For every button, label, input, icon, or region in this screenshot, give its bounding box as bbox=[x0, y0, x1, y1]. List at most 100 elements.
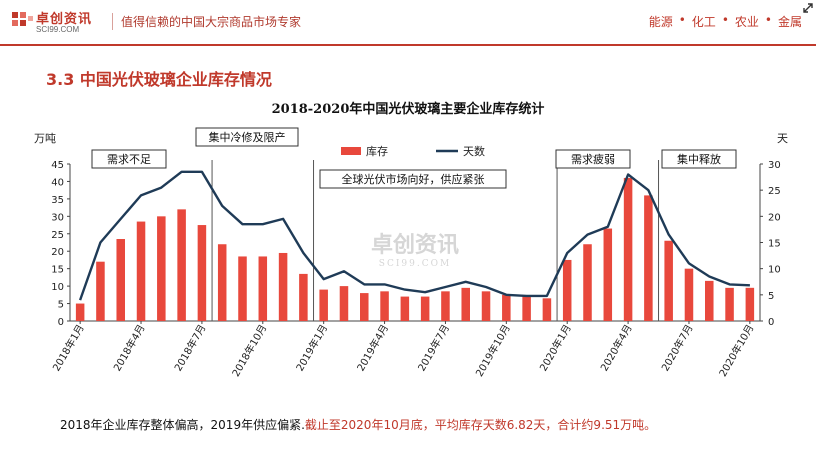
nav-item-metals[interactable]: 金属 bbox=[777, 15, 802, 29]
logo-mark-icon bbox=[12, 12, 33, 26]
y-left-tick-label: 10 bbox=[51, 282, 64, 293]
inventory-bar bbox=[583, 244, 592, 321]
inventory-bar bbox=[278, 252, 288, 321]
x-tick-label: 2018年7月 bbox=[171, 322, 208, 373]
y-left-tick-label: 20 bbox=[51, 247, 64, 258]
y-left-tick-label: 0 bbox=[58, 317, 64, 328]
x-tick-label: 2019年10月 bbox=[473, 322, 513, 379]
inventory-bar bbox=[217, 244, 227, 321]
inventory-bar bbox=[360, 293, 369, 321]
logo-text-en: SCI99.COM bbox=[36, 25, 80, 34]
annotation-box bbox=[319, 169, 507, 189]
footnote: 2018年企业库存整体偏高，2019年供应偏紧.截止至2020年10月底，平均库… bbox=[60, 416, 656, 433]
y-right-tick-label: 5 bbox=[768, 291, 774, 302]
annotation-label: 需求不足 bbox=[107, 153, 151, 166]
inventory-bar bbox=[461, 287, 470, 321]
inventory-bar bbox=[319, 289, 328, 321]
section-title: 3.3 中国光伏玻璃企业库存情况 bbox=[46, 70, 272, 89]
inventory-bar bbox=[522, 296, 531, 321]
days-line bbox=[78, 170, 750, 301]
inventory-bar bbox=[502, 294, 511, 321]
inventory-bar bbox=[96, 261, 105, 321]
nav-separator: • bbox=[678, 13, 686, 27]
annotation-box bbox=[555, 149, 631, 169]
annotation-label: 集中冷修及限产 bbox=[209, 130, 286, 144]
y-left-tick-label: 15 bbox=[51, 265, 64, 276]
inventory-bar bbox=[441, 291, 450, 321]
y-left-tick-label: 40 bbox=[51, 177, 64, 188]
inventory-bar bbox=[603, 228, 613, 321]
y-right-tick-label: 10 bbox=[768, 265, 781, 276]
nav-item-energy[interactable]: 能源 bbox=[648, 15, 673, 29]
inventory-bar bbox=[157, 216, 166, 321]
inventory-bar bbox=[380, 291, 389, 321]
inventory-bar bbox=[481, 291, 491, 321]
y-left-tick-label: 35 bbox=[51, 195, 64, 206]
annotation-box bbox=[195, 127, 299, 147]
inventory-bar bbox=[400, 296, 410, 321]
y-left-axis-label: 万吨 bbox=[34, 132, 56, 145]
inventory-bar bbox=[684, 268, 694, 321]
nav-item-agriculture[interactable]: 农业 bbox=[734, 15, 759, 29]
y-right-tick-label: 30 bbox=[768, 160, 781, 171]
x-tick-label: 2018年4月 bbox=[110, 322, 147, 373]
footnote-highlight: 截止至2020年10月底，平均库存天数6.82天，合计约9.51万吨。 bbox=[304, 418, 657, 432]
legend-line-label: 天数 bbox=[463, 145, 485, 158]
nav-item-chemicals[interactable]: 化工 bbox=[691, 15, 716, 29]
inventory-bar bbox=[197, 225, 207, 321]
annotation-label: 需求疲弱 bbox=[571, 152, 615, 166]
watermark-cn: 卓创资讯 bbox=[371, 233, 459, 258]
top-header: 卓创资讯 SCI99.COM 值得信赖的中国大宗商品市场专家 能源 • 化工 •… bbox=[0, 0, 816, 46]
inventory-bar bbox=[745, 287, 755, 321]
x-tick-label: 2019年4月 bbox=[354, 322, 391, 373]
legend-bar-label: 库存 bbox=[366, 144, 388, 158]
x-tick-label: 2020年4月 bbox=[598, 322, 635, 373]
inventory-bar bbox=[116, 239, 125, 321]
x-tick-label: 2020年10月 bbox=[716, 322, 756, 379]
chart-title: 2018-2020年中国光伏玻璃主要企业库存统计 bbox=[271, 102, 545, 117]
watermark-en: SCI99.COM bbox=[379, 259, 451, 269]
inventory-bar bbox=[562, 259, 572, 321]
y-left-tick-label: 5 bbox=[58, 300, 64, 311]
y-right-tick-label: 25 bbox=[768, 186, 781, 197]
inventory-bar bbox=[725, 287, 734, 321]
nav-separator: • bbox=[721, 13, 729, 27]
inventory-bar bbox=[542, 298, 552, 321]
inventory-bar bbox=[299, 273, 308, 321]
inventory-bar bbox=[420, 296, 430, 321]
inventory-bar bbox=[75, 303, 85, 321]
y-left-tick-label: 30 bbox=[51, 212, 64, 223]
inventory-bar bbox=[136, 221, 146, 321]
annotation-label: 集中释放 bbox=[677, 152, 721, 166]
x-tick-label: 2019年7月 bbox=[415, 322, 452, 373]
y-right-tick-label: 15 bbox=[768, 239, 781, 250]
inventory-bar bbox=[339, 286, 349, 321]
y-left-tick-label: 25 bbox=[51, 230, 64, 241]
annotation-box bbox=[91, 149, 167, 169]
inventory-bar bbox=[623, 177, 633, 321]
annotation-label: 全球光伏市场向好，供应紧张 bbox=[342, 172, 485, 186]
x-tick-label: 2019年1月 bbox=[293, 322, 330, 373]
slogan: 值得信赖的中国大宗商品市场专家 bbox=[112, 13, 301, 30]
y-right-tick-label: 20 bbox=[768, 212, 781, 223]
sci99-logo[interactable]: 卓创资讯 SCI99.COM bbox=[12, 6, 104, 38]
inventory-bar bbox=[705, 280, 714, 321]
inventory-bar bbox=[664, 240, 673, 321]
inventory-bar bbox=[644, 195, 653, 321]
y-right-tick-label: 0 bbox=[768, 317, 774, 328]
inventory-bar bbox=[177, 209, 186, 321]
footnote-black: 2018年企业库存整体偏高，2019年供应偏紧. bbox=[60, 418, 305, 432]
annotation-box bbox=[661, 149, 737, 169]
inventory-bar bbox=[258, 256, 268, 321]
inventory-bar bbox=[238, 256, 247, 321]
nav-separator: • bbox=[764, 13, 772, 27]
legend-bar-swatch bbox=[341, 147, 361, 155]
logo-text-cn: 卓创资讯 bbox=[36, 12, 93, 27]
x-tick-label: 2018年1月 bbox=[50, 322, 87, 373]
x-tick-label: 2018年10月 bbox=[229, 322, 269, 379]
x-tick-label: 2020年7月 bbox=[658, 322, 695, 373]
x-tick-label: 2020年1月 bbox=[537, 322, 574, 373]
top-nav: 能源 • 化工 • 农业 • 金属 bbox=[649, 13, 802, 30]
expand-icon[interactable] bbox=[802, 2, 814, 14]
